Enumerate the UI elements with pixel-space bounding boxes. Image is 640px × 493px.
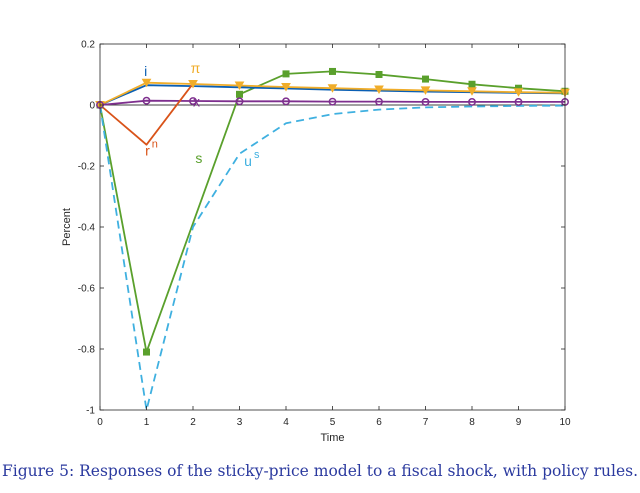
x-tick-label-6: 6	[376, 417, 382, 428]
series-name: i	[144, 63, 147, 79]
point-4-7	[421, 98, 430, 106]
point-4-8	[468, 98, 476, 106]
point-3-5	[327, 84, 338, 93]
point-0-1	[143, 348, 150, 356]
x-tick-label-9: 9	[516, 417, 522, 428]
figure-caption: Figure 5: Responses of the sticky-price …	[1, 462, 639, 480]
point-3-6	[374, 85, 384, 94]
point-0-4	[329, 67, 336, 75]
series-line-0	[99, 70, 566, 354]
point-0-2	[236, 90, 243, 98]
chart: s u si πxr n 0 1 2 3 4 5 6 7 8 9 10-1-0.8-0.6-0.4-0.20…	[61, 40, 571, 445]
y-tick-label-5: 0	[89, 101, 95, 112]
x-axis-label: Time	[320, 432, 344, 444]
y-tick-label-3: -0.4	[78, 223, 96, 234]
x-tick-label-4: 4	[283, 417, 289, 428]
point-4-2	[189, 97, 197, 105]
series-line-5	[99, 83, 194, 146]
series-label-2: i	[144, 63, 147, 79]
x-tick-label-2: 2	[190, 417, 196, 428]
point-3-7	[420, 86, 431, 95]
y-tick-label-4: -0.2	[78, 162, 96, 173]
point-0-3	[282, 70, 290, 78]
point-3-8	[467, 87, 477, 96]
series-name: π	[191, 60, 201, 76]
x-tick-label-3: 3	[237, 417, 243, 428]
point-3-3	[234, 81, 245, 90]
y-tick-label-2: -0.6	[78, 284, 96, 295]
point-4-9	[514, 98, 523, 106]
series-superscript: s	[254, 149, 260, 161]
x-tick-label-1: 1	[144, 417, 150, 428]
series-line-1	[99, 104, 566, 411]
point-0-5	[375, 71, 383, 78]
series-label-4: x	[193, 94, 200, 110]
y-tick-label-6: 0.2	[81, 40, 95, 51]
markers	[95, 67, 570, 356]
x-tick-label-8: 8	[469, 417, 475, 428]
y-axis-label: Percent	[61, 208, 73, 246]
series-name: x	[193, 94, 200, 110]
point-4-6	[375, 97, 383, 106]
point-0-7	[468, 80, 476, 88]
series-line-4	[99, 99, 565, 106]
x-tick-label-10: 10	[559, 417, 571, 428]
x-tick-label-7: 7	[423, 417, 429, 428]
y-tick-label-1: -0.8	[78, 345, 96, 356]
point-3-1	[141, 78, 152, 88]
series-labels: s u si πxr n	[144, 60, 260, 169]
x-tick-label-5: 5	[330, 417, 336, 428]
series-name: s	[195, 150, 202, 166]
point-3-2	[188, 79, 198, 89]
series-name: u	[244, 153, 252, 169]
series-superscript: n	[152, 138, 158, 150]
plot-area	[99, 70, 566, 411]
x-tick-label-0: 0	[97, 417, 103, 428]
point-4-1	[142, 96, 151, 105]
series-label-3: π	[191, 60, 201, 76]
point-0-6	[422, 75, 429, 83]
point-4-5	[328, 97, 337, 106]
point-3-4	[281, 83, 291, 92]
point-4-3	[235, 97, 244, 106]
series-label-0: s	[195, 150, 202, 166]
point-3-9	[513, 88, 524, 97]
point-4-4	[282, 97, 290, 106]
series-name: r	[145, 142, 150, 158]
axes: 0 1 2 3 4 5 6 7 8 9 10 -1 -0.8 -0.6 -0.4 -0.2 0 0.2	[78, 40, 571, 429]
y-tick-label-0: -1	[86, 406, 95, 417]
